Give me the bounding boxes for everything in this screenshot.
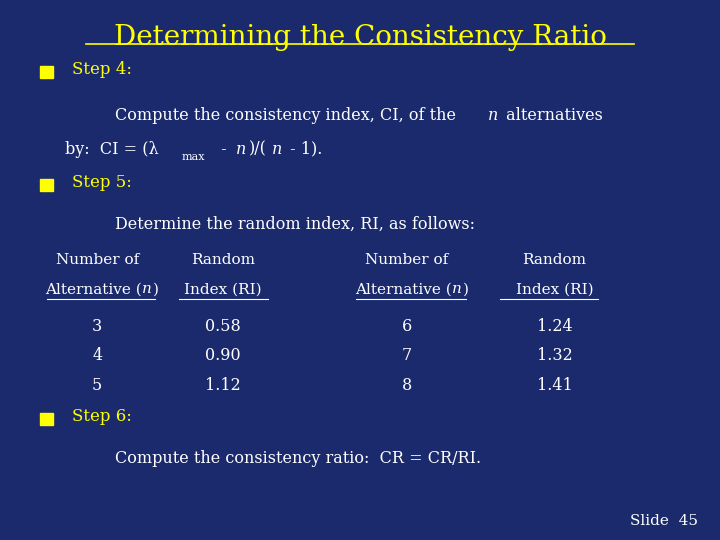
Bar: [40, 413, 53, 425]
Text: n: n: [142, 282, 152, 296]
Text: 1.12: 1.12: [205, 377, 241, 394]
Text: Step 6:: Step 6:: [72, 408, 132, 425]
Text: ): ): [153, 282, 159, 296]
Text: Step 5:: Step 5:: [72, 174, 132, 191]
Text: Compute the consistency index, CI, of the: Compute the consistency index, CI, of th…: [115, 106, 462, 124]
Text: max: max: [181, 152, 205, 161]
Text: n: n: [451, 282, 462, 296]
Text: Index (RI): Index (RI): [184, 282, 262, 296]
Text: 0.58: 0.58: [205, 318, 241, 335]
Text: -: -: [216, 140, 232, 158]
Text: n: n: [236, 140, 246, 158]
Text: Number of: Number of: [365, 253, 449, 267]
Text: 7: 7: [402, 347, 412, 365]
Text: 0.90: 0.90: [205, 347, 241, 365]
Text: - 1).: - 1).: [285, 140, 323, 158]
Text: 5: 5: [92, 377, 102, 394]
Text: Number of: Number of: [55, 253, 139, 267]
Bar: [40, 179, 53, 191]
Text: Determining the Consistency Ratio: Determining the Consistency Ratio: [114, 24, 606, 51]
Text: Slide  45: Slide 45: [631, 514, 698, 528]
Text: Alternative (: Alternative (: [355, 282, 451, 296]
Text: Compute the consistency ratio:  CR = CR/RI.: Compute the consistency ratio: CR = CR/R…: [115, 450, 482, 467]
Text: 8: 8: [402, 377, 412, 394]
Text: 4: 4: [92, 347, 102, 365]
Text: n: n: [272, 140, 282, 158]
Text: 3: 3: [92, 318, 102, 335]
Text: 1.41: 1.41: [536, 377, 572, 394]
Text: Step 4:: Step 4:: [72, 61, 132, 78]
Text: by:  CI = (λ: by: CI = (λ: [65, 140, 158, 158]
Text: Determine the random index, RI, as follows:: Determine the random index, RI, as follo…: [115, 216, 475, 233]
Text: 1.32: 1.32: [536, 347, 572, 365]
Text: Random: Random: [192, 253, 255, 267]
Text: Alternative (: Alternative (: [45, 282, 142, 296]
Text: ): ): [463, 282, 469, 296]
Text: 6: 6: [402, 318, 412, 335]
Text: alternatives: alternatives: [501, 106, 603, 124]
Text: )/(: )/(: [249, 140, 267, 158]
Text: n: n: [488, 106, 498, 124]
Text: 1.24: 1.24: [536, 318, 572, 335]
Text: Index (RI): Index (RI): [516, 282, 593, 296]
Text: Random: Random: [523, 253, 586, 267]
Bar: [40, 66, 53, 78]
